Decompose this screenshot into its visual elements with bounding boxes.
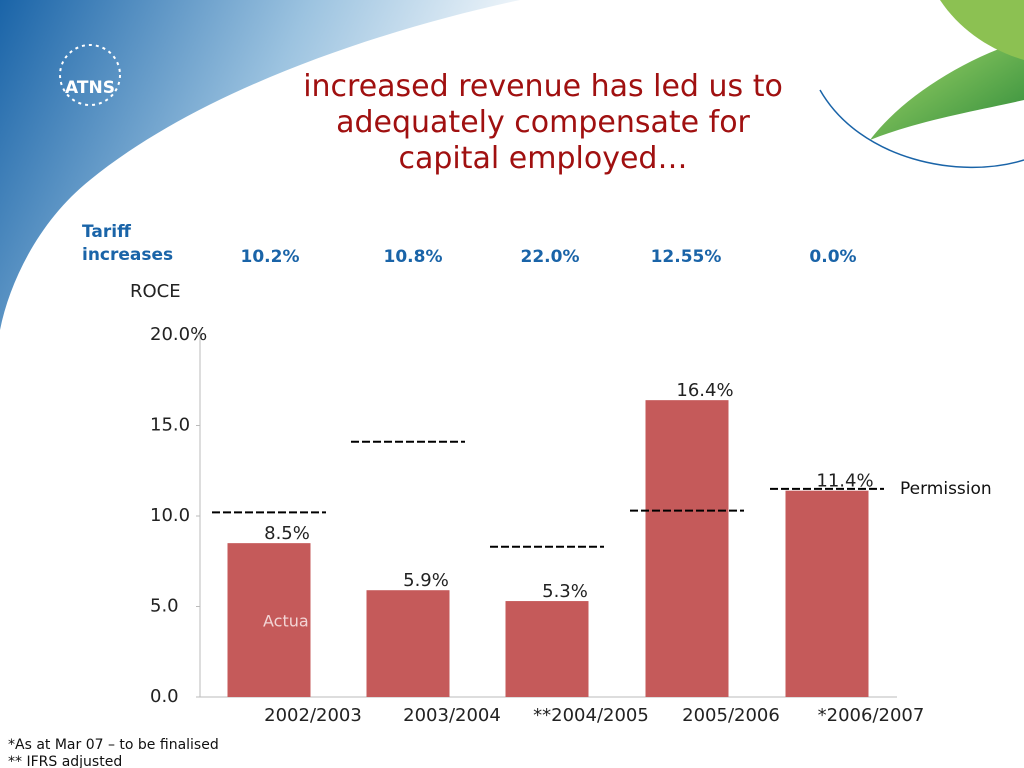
- tariff-label-line: Tariff: [82, 222, 131, 242]
- x-tick-label: 2003/2004: [403, 705, 501, 726]
- value-label: 8.5%: [264, 523, 310, 544]
- x-tick-label: **2004/2005: [533, 705, 649, 726]
- x-tick-label: 2002/2003: [264, 705, 362, 726]
- y-tick-label: 15.0: [150, 415, 190, 436]
- header-swoosh: [0, 0, 520, 330]
- x-tick-label: 2005/2006: [682, 705, 780, 726]
- footnote: ** IFRS adjusted: [8, 754, 122, 768]
- value-label: 16.4%: [676, 380, 733, 401]
- tariff-label: Tariff increases: [82, 222, 173, 265]
- y-tick-label: 10.0: [150, 505, 190, 526]
- tariff-value: 10.2%: [241, 247, 300, 267]
- leaf: [940, 0, 1024, 60]
- y-tick-label: 20.0%: [150, 324, 207, 345]
- chart-title: increased revenue has led us to adequatel…: [303, 69, 783, 176]
- tariff-value: 10.8%: [384, 247, 443, 267]
- tariff-value: 22.0%: [521, 247, 580, 267]
- tariff-value: 12.55%: [651, 247, 722, 267]
- bar: [505, 601, 589, 697]
- footnote: *As at Mar 07 – to be finalised: [8, 737, 219, 753]
- value-label: 5.3%: [542, 581, 588, 602]
- bar: [785, 490, 869, 697]
- y-tick-label: 5.0: [150, 596, 179, 617]
- x-tick-label: *2006/2007: [818, 705, 925, 726]
- bar: [227, 543, 311, 697]
- title-line: adequately compensate for: [336, 105, 750, 140]
- title-line: increased revenue has led us to: [303, 69, 783, 104]
- swoosh-line: [819, 89, 1024, 169]
- value-label: 5.9%: [403, 570, 449, 591]
- bar: [366, 590, 450, 697]
- bar: [645, 400, 729, 697]
- tariff-value: 0.0%: [809, 247, 856, 267]
- leaf: [870, 40, 1024, 140]
- legend-actual: Actua: [263, 612, 309, 631]
- logo: ATNS: [59, 44, 121, 106]
- legend-permission: Permission: [900, 479, 992, 499]
- title-line: capital employed…: [399, 141, 688, 176]
- logo-text: ATNS: [65, 78, 115, 98]
- y-tick-label: 0.0: [150, 686, 179, 707]
- value-label: 11.4%: [816, 471, 873, 492]
- y-axis-label: ROCE: [130, 281, 181, 302]
- tariff-label-line: increases: [82, 245, 173, 265]
